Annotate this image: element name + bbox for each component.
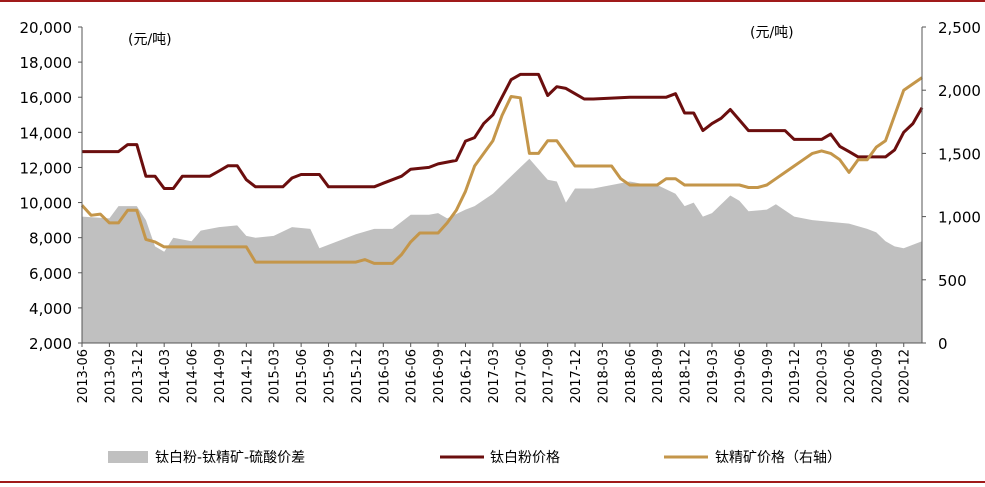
right-tick-label: 1,000 — [938, 209, 981, 227]
left-tick-label: 8,000 — [29, 230, 72, 248]
x-tick-label: 2013-12 — [131, 349, 146, 403]
x-tick-label: 2020-03 — [816, 349, 831, 403]
left-tick-label: 16,000 — [20, 89, 73, 107]
right-tick-label: 2,000 — [938, 82, 981, 100]
x-tick-label: 2020-09 — [870, 349, 885, 403]
x-tick-label: 2014-03 — [158, 349, 173, 403]
left-tick-label: 18,000 — [20, 54, 73, 72]
line-layer — [80, 72, 924, 265]
left-tick-label: 20,000 — [20, 19, 73, 37]
x-tick-label: 2013-06 — [76, 349, 91, 403]
right-tick-label: 2,500 — [938, 19, 981, 37]
x-tick-label: 2015-09 — [323, 349, 338, 403]
x-tick-label: 2017-06 — [514, 349, 529, 403]
area-layer — [82, 158, 922, 343]
x-tick-label: 2015-06 — [295, 349, 310, 403]
left-tick-label: 10,000 — [20, 195, 73, 213]
axes-layer: 2,000 4,000 6,000 8,000 10,000 12,000 14,000 16… — [20, 19, 981, 403]
x-tick-label: 2019-09 — [761, 349, 776, 403]
x-tick-label: 2017-03 — [487, 349, 502, 403]
x-tick-label: 2018-06 — [624, 349, 639, 403]
x-tick-label: 2019-12 — [788, 349, 803, 403]
x-tick-label: 2016-12 — [459, 349, 474, 403]
x-tick-label: 2015-03 — [268, 349, 283, 403]
x-tick-label: 2016-09 — [432, 349, 447, 403]
legend-swatch-area — [108, 451, 148, 463]
right-tick-label: 500 — [938, 272, 967, 290]
series-area-spread — [82, 158, 922, 343]
x-tick-label: 2013-09 — [103, 349, 118, 403]
left-tick-label: 6,000 — [29, 265, 72, 283]
x-tick-label: 2018-03 — [596, 349, 611, 403]
x-tick-label: 2019-06 — [733, 349, 748, 403]
x-tick-label: 2016-06 — [405, 349, 420, 403]
x-tick-label: 2020-06 — [843, 349, 858, 403]
right-tick-label: 1,500 — [938, 145, 981, 163]
left-unit-label: (元/吨) — [128, 32, 172, 48]
legend-item-spread: 钛白粉-钛精矿-硫酸价差 — [155, 450, 305, 466]
x-tick-label: 2014-12 — [240, 349, 255, 403]
x-tick-label: 2017-12 — [569, 349, 584, 403]
left-tick-label: 14,000 — [20, 124, 73, 142]
x-tick-label: 2017-09 — [542, 349, 557, 403]
right-tick-label: 0 — [938, 335, 948, 353]
left-tick-label: 4,000 — [29, 300, 72, 318]
legend-item-titanium-dioxide: 钛白粉价格 — [490, 450, 560, 466]
left-tick-label: 12,000 — [20, 159, 73, 177]
series-line-titanium-dioxide — [82, 72, 924, 190]
left-tick-label: 2,000 — [29, 335, 72, 353]
x-tick-label: 2018-09 — [651, 349, 666, 403]
x-tick-label: 2015-12 — [350, 349, 365, 403]
series-line-ilmenite — [80, 76, 923, 265]
x-tick-label: 2014-09 — [213, 349, 228, 403]
x-tick-label: 2019-03 — [706, 349, 721, 403]
bottom-rule — [0, 481, 985, 483]
legend: 钛白粉-钛精矿-硫酸价差 钛白粉价格 钛精矿价格（右轴） — [108, 450, 841, 466]
x-tick-label: 2020-12 — [898, 349, 913, 403]
x-tick-label: 2016-03 — [377, 349, 392, 403]
x-tick-label: 2018-12 — [679, 349, 694, 403]
legend-item-ilmenite: 钛精矿价格（右轴） — [715, 450, 841, 466]
top-rule — [0, 0, 985, 2]
right-unit-label: (元/吨) — [750, 25, 794, 41]
x-tick-label: 2014-06 — [186, 349, 201, 403]
